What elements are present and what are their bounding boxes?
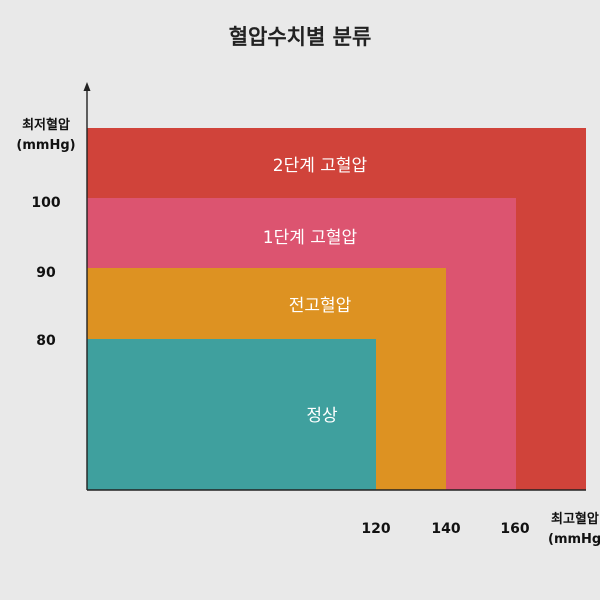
y-tick-label: 100 [31, 195, 60, 211]
y-axis-label-line1: 최저혈압 [22, 117, 70, 133]
y-axis-arrow-icon [83, 82, 91, 91]
band-label-prehypertension: 전고혈압 [289, 296, 352, 316]
y-axis-label-line2: (mmHg) [16, 138, 75, 153]
band-normal [87, 339, 376, 490]
y-tick-label: 80 [36, 333, 56, 349]
x-tick-label: 120 [361, 521, 390, 537]
band-label-stage2: 2단계 고혈압 [273, 156, 368, 176]
y-tick-label: 90 [36, 265, 56, 281]
x-axis-label-line1: 최고혈압 [551, 511, 599, 527]
band-label-stage1: 1단계 고혈압 [263, 228, 358, 248]
x-tick-label: 140 [431, 521, 460, 537]
band-label-normal: 정상 [306, 406, 338, 426]
x-axis-label-line2: (mmHg) [548, 532, 600, 547]
chart-title: 혈압수치별 분류 [229, 25, 372, 49]
x-tick-label: 160 [500, 521, 529, 537]
